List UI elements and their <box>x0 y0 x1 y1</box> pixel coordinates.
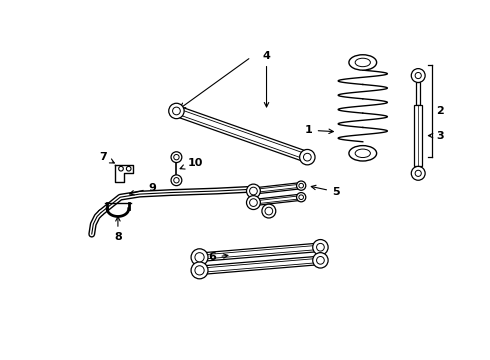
Circle shape <box>119 166 123 171</box>
Circle shape <box>299 183 303 188</box>
Circle shape <box>169 103 184 119</box>
Circle shape <box>415 72 421 78</box>
Circle shape <box>246 184 260 198</box>
Circle shape <box>299 195 303 199</box>
Circle shape <box>313 239 328 255</box>
Circle shape <box>296 193 306 202</box>
Circle shape <box>174 154 179 160</box>
Ellipse shape <box>355 149 370 158</box>
Bar <box>415 105 422 166</box>
Text: 10: 10 <box>180 158 202 169</box>
Circle shape <box>265 207 273 215</box>
Circle shape <box>415 170 421 176</box>
Polygon shape <box>199 243 321 261</box>
Text: 2: 2 <box>436 106 443 116</box>
Polygon shape <box>115 165 133 182</box>
Polygon shape <box>199 256 321 275</box>
Text: 7: 7 <box>99 152 114 163</box>
Ellipse shape <box>349 145 377 161</box>
Circle shape <box>249 187 257 195</box>
Text: 5: 5 <box>311 185 340 197</box>
Text: 1: 1 <box>305 125 333 135</box>
Circle shape <box>249 199 257 206</box>
Circle shape <box>172 107 180 115</box>
Circle shape <box>171 152 182 163</box>
Circle shape <box>411 69 425 82</box>
Circle shape <box>317 243 324 251</box>
Circle shape <box>246 195 260 210</box>
Circle shape <box>195 266 204 275</box>
Ellipse shape <box>349 55 377 70</box>
Circle shape <box>171 175 182 186</box>
Circle shape <box>174 177 179 183</box>
Circle shape <box>313 253 328 268</box>
Polygon shape <box>174 106 309 162</box>
Circle shape <box>300 149 315 165</box>
Text: 3: 3 <box>428 131 443 141</box>
Text: 4: 4 <box>263 51 270 107</box>
Circle shape <box>195 253 204 262</box>
Circle shape <box>191 249 208 266</box>
Circle shape <box>317 256 324 264</box>
Circle shape <box>411 166 425 180</box>
Polygon shape <box>253 194 301 206</box>
Text: 8: 8 <box>114 217 122 242</box>
Polygon shape <box>253 183 301 194</box>
Bar <box>416 82 420 105</box>
Circle shape <box>126 166 131 171</box>
Circle shape <box>303 153 311 161</box>
Circle shape <box>191 262 208 279</box>
Circle shape <box>262 204 276 218</box>
Text: 6: 6 <box>209 252 228 262</box>
Ellipse shape <box>355 58 370 67</box>
Text: 9: 9 <box>129 183 157 195</box>
Circle shape <box>296 181 306 190</box>
